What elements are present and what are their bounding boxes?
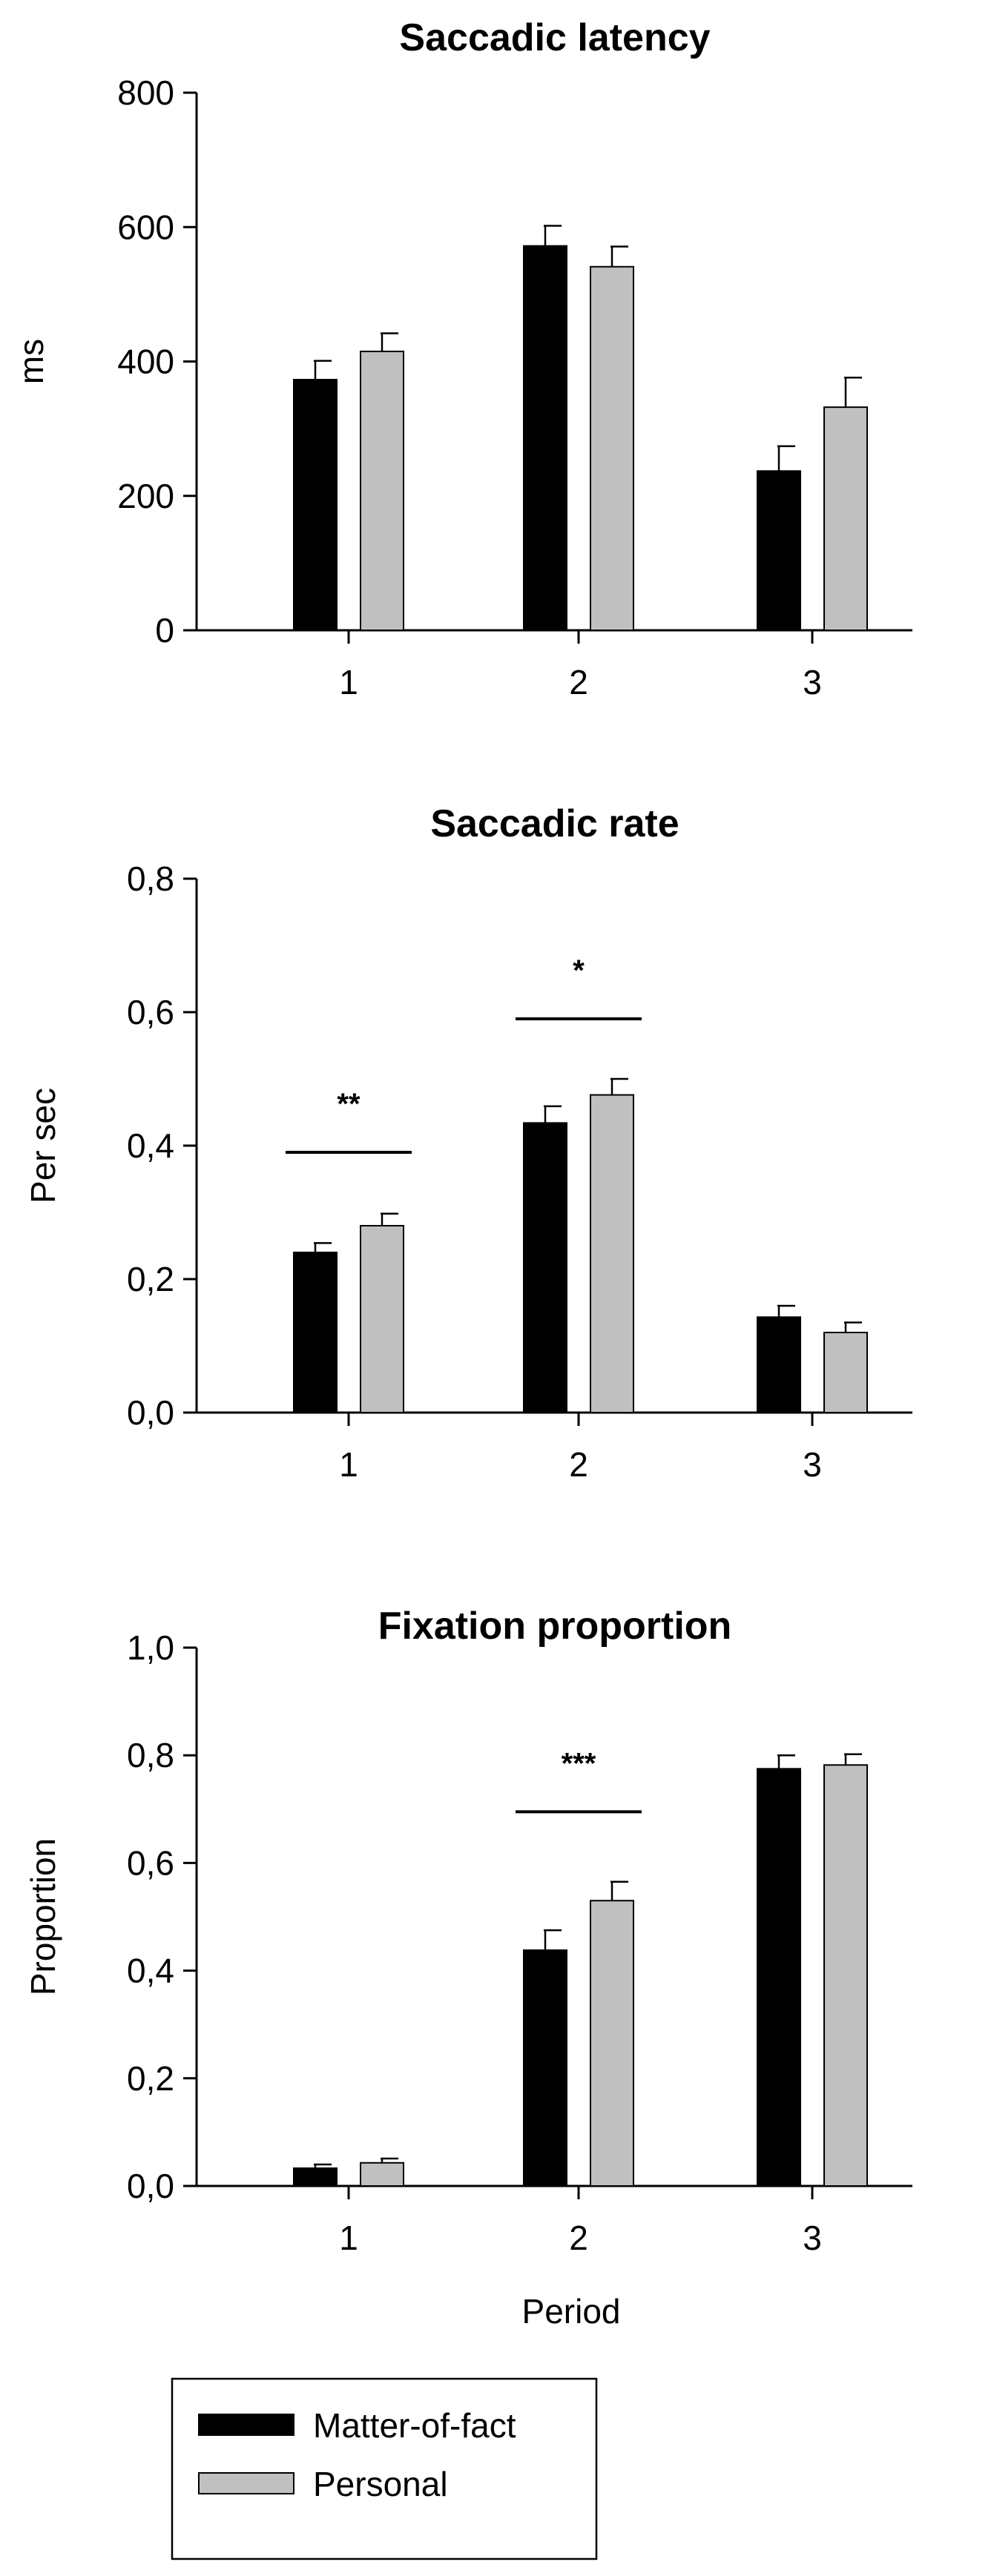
x-tick-label: 1	[339, 1445, 358, 1484]
chart-title: Saccadic latency	[399, 16, 710, 59]
y-tick-label: 600	[117, 208, 174, 246]
significance-label: **	[337, 1088, 361, 1120]
bar-matter-of-fact-2	[523, 1122, 567, 1414]
bar-matter-of-fact-1	[293, 2167, 338, 2187]
bar-personal-1	[360, 350, 404, 631]
x-tick-label: 2	[569, 2219, 588, 2257]
bar-matter-of-fact-3	[757, 1316, 801, 1414]
bar-personal-3	[823, 406, 868, 631]
y-tick-label: 0,8	[127, 859, 174, 898]
bar-matter-of-fact-1	[293, 378, 338, 631]
bar-matter-of-fact-2	[523, 245, 567, 631]
bar-matter-of-fact-3	[757, 1768, 801, 2187]
y-tick-label: 800	[117, 73, 174, 112]
y-tick-label: 0,0	[127, 1393, 174, 1432]
y-tick-label: 0,2	[127, 1260, 174, 1298]
bar-matter-of-fact-2	[523, 1949, 567, 2187]
x-tick-label: 3	[803, 663, 822, 701]
bar-personal-1	[360, 2161, 404, 2187]
y-tick-label: 0,2	[127, 2059, 174, 2098]
legend-label-2: Personal	[313, 2465, 448, 2503]
bar-matter-of-fact-1	[293, 1252, 338, 1413]
significance-label: ***	[562, 1747, 596, 1780]
bar-personal-2	[590, 1900, 634, 2187]
x-axis-label: Period	[522, 2292, 621, 2331]
x-tick-label: 3	[803, 2219, 822, 2257]
y-tick-label: 0	[155, 611, 174, 650]
y-axis-label: Per sec	[24, 1088, 62, 1203]
bar-personal-3	[823, 1332, 868, 1413]
y-tick-label: 0,4	[127, 1952, 174, 1990]
bar-personal-2	[590, 265, 634, 631]
chart-panel-3: Fixation proportion Proportion 0,0 0,2 0,4 0,…	[24, 1605, 912, 2331]
legend-swatch-1	[198, 2414, 294, 2436]
x-tick-label: 3	[803, 1445, 822, 1484]
x-tick-label: 2	[569, 1445, 588, 1484]
bar-personal-1	[360, 1225, 404, 1413]
bar-matter-of-fact-3	[757, 470, 801, 631]
y-tick-label: 0,6	[127, 993, 174, 1031]
y-axis-label: ms	[12, 339, 50, 384]
bar-personal-3	[823, 1764, 868, 2187]
chart-title: Saccadic rate	[430, 802, 679, 845]
legend: Matter-of-fact Personal	[171, 2377, 598, 2560]
y-tick-label: 0,8	[127, 1736, 174, 1774]
chart-title: Fixation proportion	[378, 1605, 732, 1648]
bar-personal-2	[590, 1094, 634, 1413]
y-tick-label: 200	[117, 477, 174, 515]
legend-box	[171, 2377, 598, 2560]
y-tick-label: 1,0	[127, 1628, 174, 1667]
x-tick-label: 1	[339, 2219, 358, 2257]
x-tick-label: 1	[339, 663, 358, 701]
y-tick-label: 400	[117, 343, 174, 381]
x-tick-label: 2	[569, 663, 588, 701]
y-tick-label: 0,4	[127, 1126, 174, 1165]
significance-label: *	[573, 954, 585, 987]
legend-label-1: Matter-of-fact	[313, 2406, 516, 2445]
legend-swatch-2	[198, 2472, 294, 2494]
y-tick-label: 0,6	[127, 1843, 174, 1882]
y-tick-label: 0,0	[127, 2167, 174, 2205]
y-axis-label: Proportion	[24, 1838, 62, 1995]
chart-panel-1: Saccadic latency ms 0 200 400 600 800 1 2 3	[12, 16, 912, 701]
